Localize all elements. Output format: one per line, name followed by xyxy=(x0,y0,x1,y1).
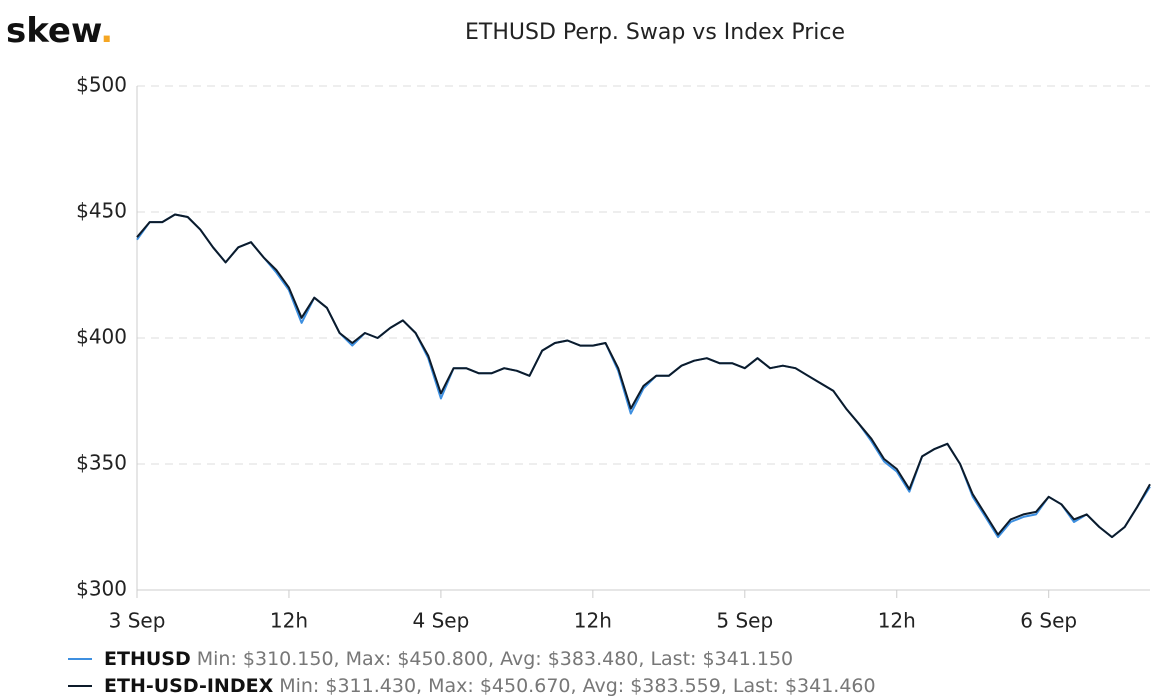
logo-text: skew xyxy=(6,11,102,51)
legend-name: ETH-USD-INDEX xyxy=(104,675,274,697)
y-tick-label: $500 xyxy=(76,73,127,97)
legend-name: ETHUSD xyxy=(104,648,191,670)
y-tick-label: $400 xyxy=(76,325,127,349)
legend-stats: Min: $311.430, Max: $450.670, Avg: $383.… xyxy=(279,675,875,697)
x-tick-label: 12h xyxy=(878,609,916,633)
y-tick-label: $350 xyxy=(76,451,127,475)
x-tick-label: 4 Sep xyxy=(413,609,470,633)
legend-stats: Min: $310.150, Max: $450.800, Avg: $383.… xyxy=(197,648,793,670)
series-line xyxy=(136,213,1151,539)
x-tick-label: 6 Sep xyxy=(1020,609,1077,633)
x-tick-label: 12h xyxy=(270,609,308,633)
logo-dot: . xyxy=(100,11,113,51)
logo: skew. xyxy=(6,11,113,51)
x-tick-label: 3 Sep xyxy=(109,609,166,633)
series-line xyxy=(136,213,1151,539)
legend-entry: ETH-USD-INDEX Min: $311.430, Max: $450.67… xyxy=(104,675,876,697)
chart-title: ETHUSD Perp. Swap vs Index Price xyxy=(465,20,845,45)
x-tick-label: 5 Sep xyxy=(716,609,773,633)
x-tick-label: 12h xyxy=(574,609,612,633)
legend-entry: ETHUSD Min: $310.150, Max: $450.800, Avg:… xyxy=(104,648,793,670)
y-tick-label: $300 xyxy=(76,577,127,601)
y-tick-label: $450 xyxy=(76,199,127,223)
